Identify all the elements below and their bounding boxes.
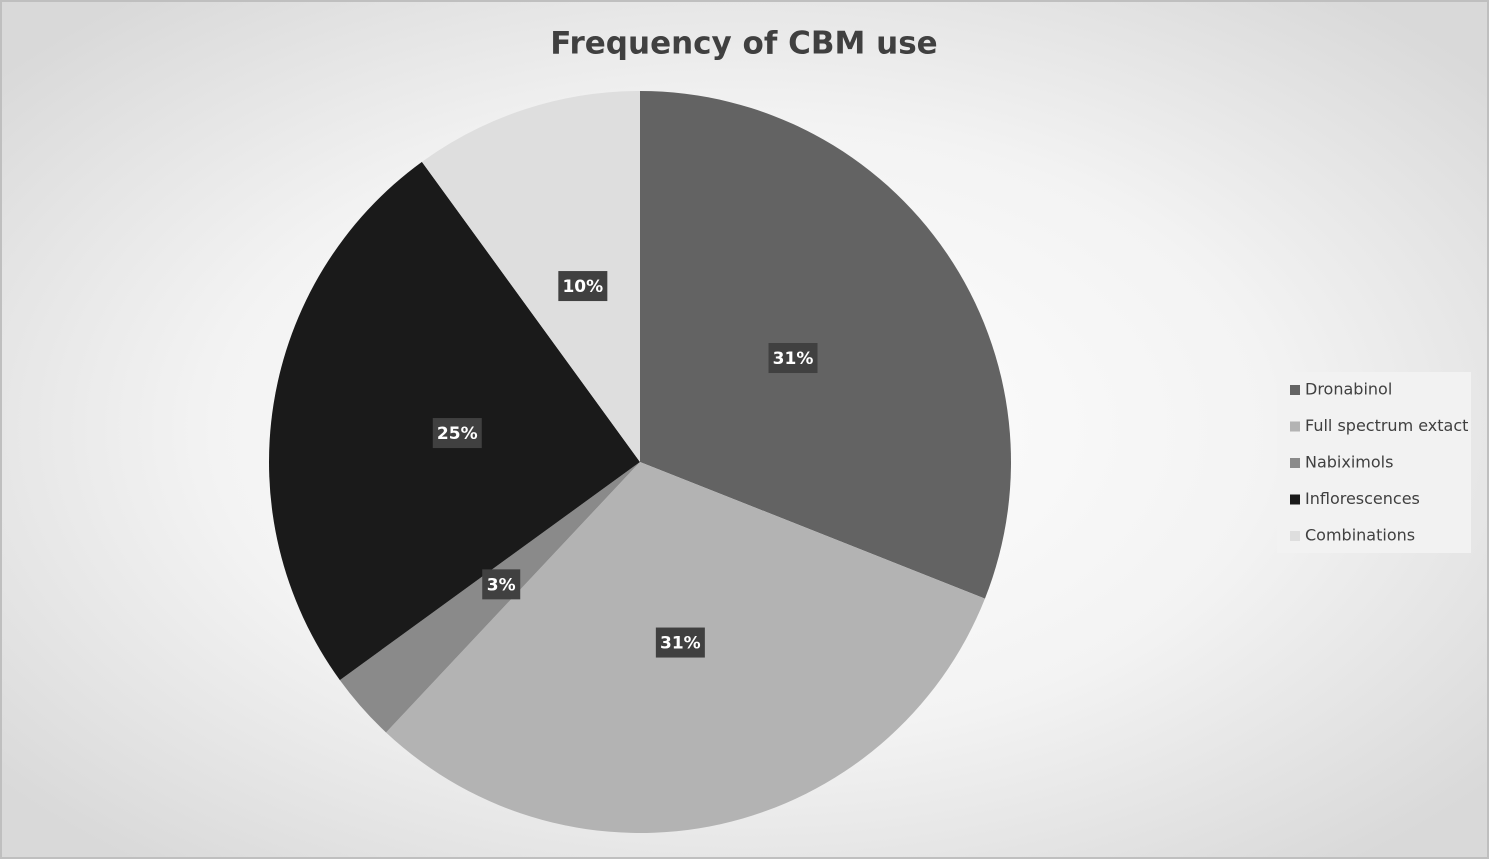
legend-swatch [1290, 531, 1300, 541]
pie-slice [421, 91, 640, 462]
data-label: 10% [562, 277, 603, 297]
data-label-box [432, 418, 482, 449]
legend-label: Combinations [1305, 526, 1415, 545]
legend-label: Dronabinol [1305, 380, 1392, 399]
pie-slice [640, 91, 1011, 599]
legend-swatch [1290, 385, 1300, 395]
data-label: 31% [773, 349, 814, 369]
data-label-box [655, 627, 705, 658]
data-label: 3% [487, 575, 516, 595]
data-label: 31% [660, 634, 701, 654]
data-label-box [482, 569, 521, 600]
legend-swatch [1290, 458, 1300, 468]
legend-label: Inflorescences [1305, 489, 1420, 508]
legend-label: Full spectrum extact [1305, 416, 1468, 435]
legend-swatch [1290, 421, 1300, 432]
legend-swatch [1290, 494, 1300, 505]
legend-box [1277, 372, 1471, 553]
chart-title: Frequency of CBM use [550, 26, 937, 62]
data-label-box [558, 271, 608, 302]
data-label: 25% [437, 424, 478, 444]
legend-label: Nabiximols [1305, 453, 1393, 472]
data-label-box [768, 343, 818, 374]
